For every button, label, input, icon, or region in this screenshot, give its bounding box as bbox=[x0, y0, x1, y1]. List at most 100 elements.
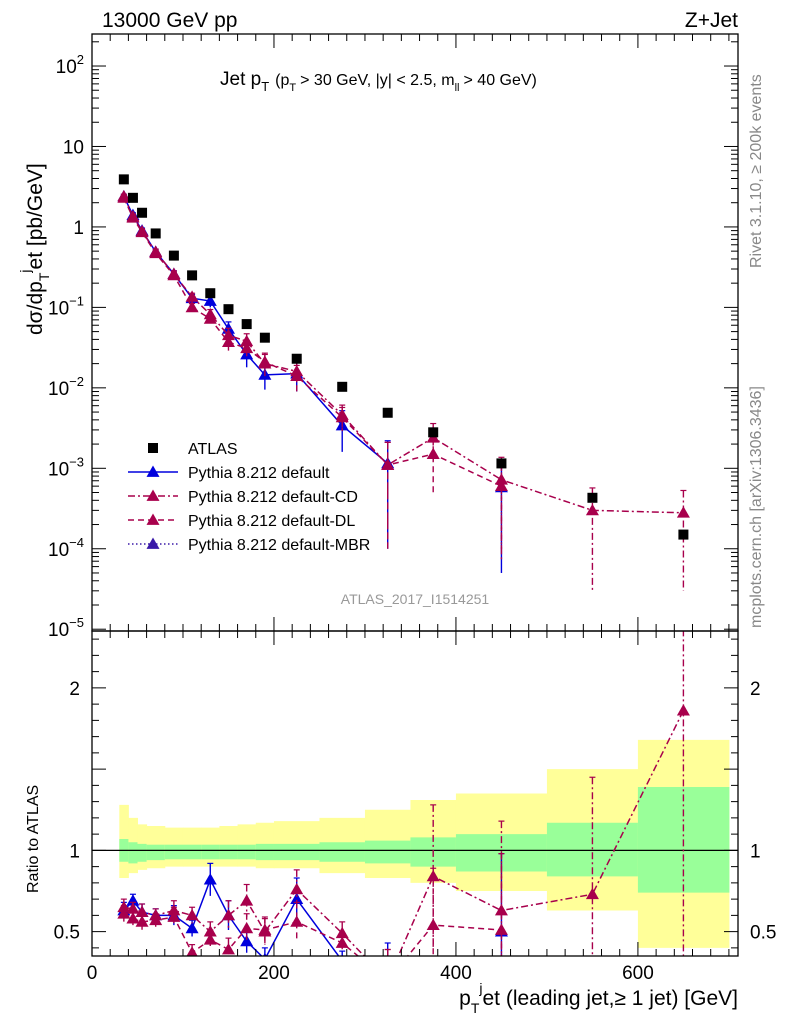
ratio-point bbox=[381, 974, 394, 985]
y-tick-label: 10−5 bbox=[48, 615, 84, 641]
atlas-point bbox=[587, 492, 598, 503]
band-green-bin bbox=[319, 842, 366, 862]
series-point bbox=[203, 312, 217, 324]
atlas-point bbox=[678, 529, 689, 540]
ratio-point bbox=[585, 887, 599, 900]
ratio-point bbox=[185, 921, 199, 934]
x-tick-label: 0 bbox=[87, 963, 98, 984]
series-point bbox=[167, 268, 181, 281]
legend-item: Pythia 8.212 default-DL bbox=[128, 513, 355, 530]
legend-marker bbox=[148, 443, 158, 453]
series-point bbox=[676, 506, 690, 518]
ratio-tick-label-left: 2 bbox=[69, 679, 80, 700]
ratio-point bbox=[135, 915, 149, 927]
ratio-point bbox=[240, 934, 254, 947]
legend-marker bbox=[146, 465, 160, 477]
band-green-bin bbox=[273, 843, 320, 861]
series-point bbox=[335, 410, 349, 423]
x-tick-label: 600 bbox=[622, 963, 654, 984]
ratio-point bbox=[335, 926, 349, 939]
header-right: Z+Jet bbox=[685, 9, 738, 32]
ratio-point bbox=[290, 892, 304, 904]
ratio-point bbox=[258, 923, 272, 935]
ratio-tick-label-right: 2 bbox=[750, 679, 761, 700]
legend-item: ATLAS bbox=[148, 441, 238, 458]
series-point bbox=[135, 225, 149, 238]
ratio-point bbox=[186, 946, 198, 956]
ratio-point bbox=[240, 894, 254, 906]
series-line bbox=[123, 877, 340, 956]
atlas-point bbox=[291, 353, 302, 364]
series-point bbox=[585, 503, 599, 516]
ratio-tick-label-right: 1 bbox=[750, 841, 761, 862]
analysis-watermark: ATLAS_2017_I1514251 bbox=[341, 591, 490, 607]
plot-title: Jet pT (pT > 30 GeV, |y| < 2.5, mll > 40 Ge… bbox=[220, 69, 537, 94]
ratio-point bbox=[185, 908, 199, 921]
y-tick-label: 10 bbox=[63, 137, 84, 158]
axes: 0 200 400 600 102 10 1 10−1 10−2 10−3 10−4 10−5 0.5 0… bbox=[48, 33, 776, 984]
series-line bbox=[123, 196, 389, 464]
upper-y-axis-label: dσ/dpTjet [pb/GeV] bbox=[17, 163, 52, 335]
atlas-point bbox=[205, 288, 216, 299]
legend-label: ATLAS bbox=[188, 441, 238, 458]
series-point bbox=[381, 458, 395, 470]
band-green-bin bbox=[182, 844, 202, 860]
ratio-point bbox=[426, 918, 440, 930]
series-point bbox=[203, 294, 217, 306]
series-point bbox=[494, 479, 508, 492]
mcplots-label: mcplots.cern.ch [arXiv:1306.3436] bbox=[748, 386, 765, 628]
series-line bbox=[123, 710, 685, 956]
atlas-point bbox=[259, 332, 270, 343]
legend-label: Pythia 8.212 default-DL bbox=[188, 513, 355, 530]
ratio-point bbox=[117, 907, 131, 919]
legend-label: Pythia 8.212 default-MBR bbox=[188, 537, 370, 554]
series-point bbox=[117, 191, 131, 203]
y-tick-label: 1 bbox=[73, 218, 84, 239]
series-point bbox=[258, 355, 272, 367]
atlas-point bbox=[337, 381, 348, 392]
ratio-y-axis-label: Ratio to ATLAS bbox=[25, 785, 42, 893]
header-left: 13000 GeV pp bbox=[102, 9, 237, 32]
legend-label: Pythia 8.212 default bbox=[188, 465, 330, 482]
legend: ATLAS Pythia 8.212 default Pythia 8.212 de… bbox=[128, 441, 370, 554]
atlas-point bbox=[223, 304, 234, 315]
ratio-point bbox=[381, 971, 394, 982]
ratio-point bbox=[203, 933, 217, 945]
series-point bbox=[185, 290, 199, 302]
band-green-bin bbox=[255, 843, 275, 861]
legend-marker bbox=[146, 489, 160, 501]
ratio-point bbox=[381, 974, 394, 985]
series-point bbox=[290, 369, 304, 381]
x-axis-label: pTjet (leading jet,≥ 1 jet) [GeV] bbox=[459, 980, 738, 1016]
ratio-point bbox=[494, 904, 508, 916]
ratio-point bbox=[221, 943, 235, 955]
x-tick-label: 200 bbox=[258, 963, 290, 984]
band-green-bin bbox=[146, 844, 166, 861]
atlas-point bbox=[118, 174, 129, 185]
series-line bbox=[123, 197, 502, 487]
atlas-point bbox=[150, 228, 161, 239]
atlas-point bbox=[168, 250, 179, 261]
ratio-point bbox=[126, 902, 140, 914]
band-green-bin bbox=[128, 842, 138, 864]
ratio-series bbox=[117, 631, 690, 985]
atlas-point bbox=[496, 458, 507, 469]
atlas-data bbox=[118, 174, 689, 540]
atlas-point bbox=[187, 270, 198, 281]
y-tick-label: 10−4 bbox=[48, 535, 84, 561]
ratio-point bbox=[126, 894, 140, 906]
upper-series bbox=[117, 174, 690, 591]
band-green-bin bbox=[164, 844, 184, 860]
ratio-point bbox=[167, 910, 181, 922]
y-tick-label: 10−1 bbox=[48, 293, 84, 319]
band-green-bin bbox=[201, 844, 220, 860]
legend-item: Pythia 8.212 default-MBR bbox=[128, 537, 370, 554]
ratio-tick-label-right: 0.5 bbox=[750, 923, 776, 944]
ratio-point bbox=[221, 908, 235, 921]
series-2-ratio bbox=[117, 853, 508, 985]
legend-item: Pythia 8.212 default bbox=[128, 465, 330, 482]
ratio-point bbox=[290, 882, 304, 895]
lower-frame bbox=[91, 630, 739, 957]
legend-label: Pythia 8.212 default-CD bbox=[188, 489, 358, 506]
